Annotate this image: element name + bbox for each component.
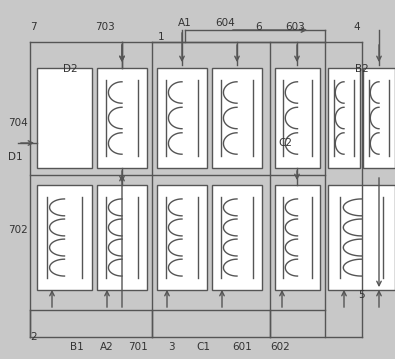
Text: C1: C1: [196, 342, 210, 352]
Bar: [328, 185, 395, 290]
Bar: [212, 68, 262, 168]
Bar: [157, 185, 207, 290]
Text: A2: A2: [100, 342, 114, 352]
Text: 702: 702: [8, 225, 28, 235]
Bar: [275, 185, 320, 290]
Text: 604: 604: [215, 18, 235, 28]
Bar: [212, 185, 262, 290]
Text: 3: 3: [168, 342, 175, 352]
Text: 5: 5: [358, 290, 365, 300]
Text: 603: 603: [285, 22, 305, 32]
Bar: [37, 185, 92, 290]
Text: 7: 7: [30, 22, 37, 32]
Bar: [328, 68, 360, 168]
Text: 703: 703: [95, 22, 115, 32]
Bar: [37, 68, 92, 168]
Bar: [363, 68, 395, 168]
Text: 601: 601: [232, 342, 252, 352]
Bar: [275, 68, 320, 168]
Text: C2: C2: [278, 138, 292, 148]
Text: 4: 4: [353, 22, 359, 32]
Text: B2: B2: [355, 64, 369, 74]
Text: D2: D2: [63, 64, 78, 74]
Text: 2: 2: [30, 332, 37, 342]
Bar: [97, 185, 147, 290]
Text: 701: 701: [128, 342, 148, 352]
Bar: [97, 68, 147, 168]
Bar: [157, 68, 207, 168]
Text: 602: 602: [270, 342, 290, 352]
Text: 6: 6: [255, 22, 261, 32]
Text: 1: 1: [158, 32, 165, 42]
Text: 704: 704: [8, 118, 28, 128]
Text: A1: A1: [178, 18, 192, 28]
Text: D1: D1: [8, 152, 23, 162]
Text: B1: B1: [70, 342, 84, 352]
